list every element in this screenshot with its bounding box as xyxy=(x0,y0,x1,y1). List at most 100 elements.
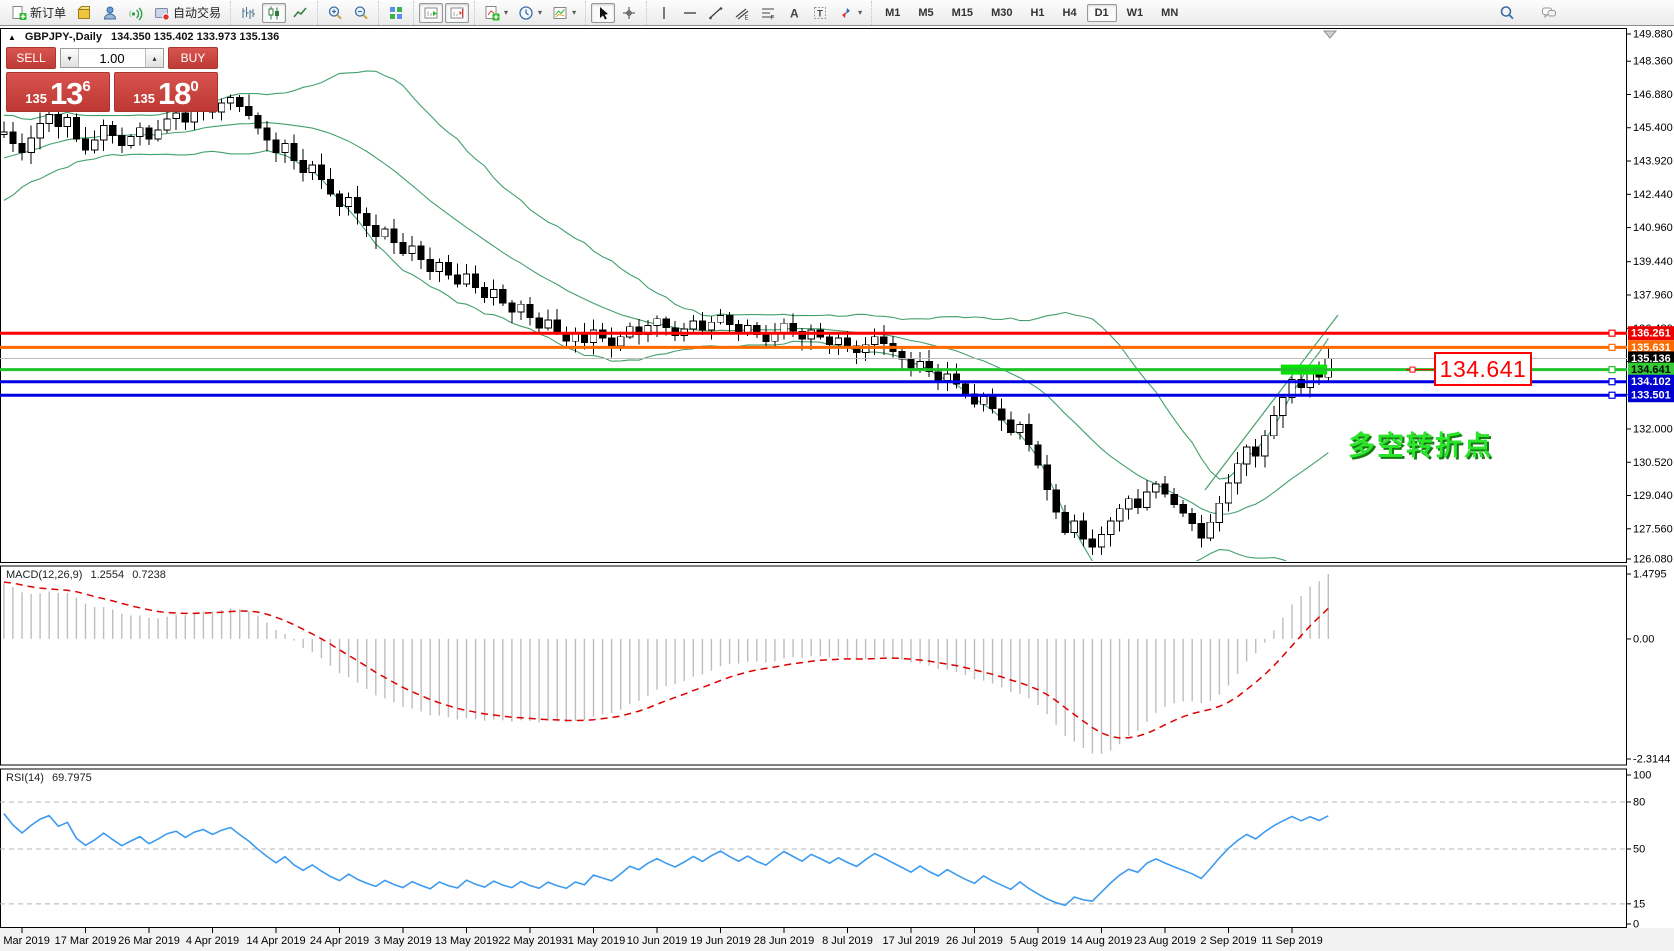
trendline-button[interactable] xyxy=(704,3,728,23)
svg-text:26 Mar 2019: 26 Mar 2019 xyxy=(118,935,180,947)
macd-indicator-label: MACD(12,26,9) 1.2554 0.7238 xyxy=(6,569,171,581)
one-click-trade-panel: SELL ▾ 1.00 ▴ BUY 135 13 6 135 18 0 xyxy=(6,47,218,112)
autotrade-button-label: 自动交易 xyxy=(173,6,222,20)
svg-text:T: T xyxy=(817,8,823,19)
sell-price-box[interactable]: 135 13 6 xyxy=(6,72,110,112)
svg-text:31 May 2019: 31 May 2019 xyxy=(562,935,626,947)
chevron-down-icon[interactable]: ▾ xyxy=(572,8,577,17)
auto-scroll-button[interactable] xyxy=(419,2,444,23)
zoom-out-icon xyxy=(353,5,369,21)
template-icon xyxy=(552,5,568,21)
timeframe-m5[interactable]: M5 xyxy=(918,6,934,19)
timeframe-w1[interactable]: W1 xyxy=(1126,6,1144,19)
chevron-down-icon[interactable]: ▾ xyxy=(538,8,543,17)
chart-shift-marker[interactable] xyxy=(1322,30,1338,39)
price-axis[interactable]: 149.880 148.360 146.880 145.400 143.920 142.4… xyxy=(1627,29,1673,566)
timeframe-m30[interactable]: M30 xyxy=(991,6,1013,19)
svg-text:19 Jun 2019: 19 Jun 2019 xyxy=(690,935,751,947)
search-button[interactable] xyxy=(1495,3,1519,23)
volume-value[interactable]: 1.00 xyxy=(99,50,125,66)
cursor-group xyxy=(585,0,646,25)
volume-decrease-icon[interactable]: ▾ xyxy=(61,49,79,67)
timeframe-group: M1 M5 M15 M30 H1 H4 D1 W1 MN xyxy=(871,0,1191,25)
timeframe-h4[interactable]: H4 xyxy=(1062,6,1077,19)
timeframe-h1[interactable]: H1 xyxy=(1030,6,1045,19)
tile-windows-button[interactable] xyxy=(384,3,408,23)
autotrade-button[interactable]: 自动交易 xyxy=(150,2,225,23)
chart-line-icon xyxy=(292,5,308,21)
market-watch-button[interactable] xyxy=(72,3,96,23)
templates-button[interactable]: ▾ xyxy=(548,3,580,23)
line-chart-button[interactable] xyxy=(288,3,312,23)
price-level-callout[interactable]: 134.641 xyxy=(1434,352,1532,386)
sell-price-base: 135 xyxy=(25,91,47,106)
hline-icon xyxy=(682,5,698,21)
buy-price-box[interactable]: 135 18 0 xyxy=(114,72,218,112)
collapse-arrow-icon[interactable]: ▲ xyxy=(8,32,16,42)
svg-text:135.136: 135.136 xyxy=(1631,353,1671,365)
zoom-group xyxy=(317,0,378,25)
macd-signal-value: 0.7238 xyxy=(132,569,166,581)
chart-annotation-text: 多空转折点 xyxy=(1348,431,1493,461)
new-order-button[interactable]: 新订单 xyxy=(7,2,70,23)
tiles-icon xyxy=(388,5,404,21)
chat-button[interactable] xyxy=(1537,3,1561,23)
timeframe-m1[interactable]: M1 xyxy=(885,6,901,19)
volume-increase-icon[interactable]: ▴ xyxy=(145,49,163,67)
pivot-line-tag xyxy=(1628,362,1674,377)
text-button[interactable]: A xyxy=(782,3,806,23)
svg-text:23 Aug 2019: 23 Aug 2019 xyxy=(1134,935,1196,947)
chart-shift-button[interactable] xyxy=(445,2,470,23)
indicators-button[interactable]: ▾ xyxy=(480,3,512,23)
svg-text:139.440: 139.440 xyxy=(1633,256,1673,268)
rsi-value: 69.7975 xyxy=(51,772,92,784)
chart-area[interactable]: 149.880 148.360 146.880 145.400 143.920 142.4… xyxy=(0,26,1674,951)
resistance-line-1-marker[interactable] xyxy=(1608,329,1616,337)
svg-text:1.4795: 1.4795 xyxy=(1633,569,1667,581)
signals-button[interactable] xyxy=(124,3,148,23)
chevron-down-icon[interactable]: ▾ xyxy=(858,8,863,17)
pivot-line-marker[interactable] xyxy=(1608,366,1616,374)
svg-text:137.960: 137.960 xyxy=(1633,290,1673,302)
sell-button[interactable]: SELL xyxy=(6,47,56,69)
zoom-in-icon xyxy=(327,5,343,21)
label-button[interactable]: T xyxy=(808,3,832,23)
trendline-object[interactable] xyxy=(1204,314,1339,491)
fibonacci-button[interactable]: F xyxy=(756,3,780,23)
zoom-in-button[interactable] xyxy=(323,3,347,23)
zoom-out-button[interactable] xyxy=(349,3,373,23)
support-line-2-marker[interactable] xyxy=(1608,391,1616,399)
shapes-button[interactable]: ▾ xyxy=(834,3,866,23)
vline-button[interactable] xyxy=(652,3,676,23)
resistance-line-2-marker[interactable] xyxy=(1608,343,1616,351)
rsi-name: RSI(14) xyxy=(6,772,44,784)
autoscroll-icon xyxy=(423,5,439,21)
svg-text:134.102: 134.102 xyxy=(1631,376,1671,388)
svg-text:143.920: 143.920 xyxy=(1633,156,1673,168)
hline-button[interactable] xyxy=(678,3,702,23)
cursor-button[interactable] xyxy=(591,2,616,23)
svg-text:50: 50 xyxy=(1633,844,1645,856)
buy-button[interactable]: BUY xyxy=(168,47,218,69)
callout-anchor xyxy=(1409,366,1416,373)
indicators-icon xyxy=(484,5,500,21)
svg-text:132.000: 132.000 xyxy=(1633,423,1673,435)
trade-group: 新订单 自动交易 xyxy=(2,1,230,25)
bar-chart-button[interactable] xyxy=(236,3,260,23)
insert-group: ▾ ▾ ▾ xyxy=(474,0,585,25)
candlestick-chart-button[interactable] xyxy=(262,2,287,23)
channel-button[interactable]: E xyxy=(730,3,754,23)
volume-stepper[interactable]: ▾ 1.00 ▴ xyxy=(60,48,164,68)
crosshair-button[interactable] xyxy=(617,3,641,23)
svg-text:24 Apr 2019: 24 Apr 2019 xyxy=(310,935,369,947)
timeframe-m15[interactable]: M15 xyxy=(951,6,974,19)
periods-button[interactable]: ▾ xyxy=(514,3,546,23)
chevron-down-icon[interactable]: ▾ xyxy=(504,8,509,17)
new-order-button-label: 新订单 xyxy=(30,6,67,20)
timeframe-mn[interactable]: MN xyxy=(1161,6,1179,19)
timeframe-d1[interactable]: D1 xyxy=(1086,3,1117,22)
profile-button[interactable] xyxy=(98,3,122,23)
support-line-1-marker[interactable] xyxy=(1608,378,1616,386)
resistance-line-2-tag xyxy=(1628,340,1674,355)
